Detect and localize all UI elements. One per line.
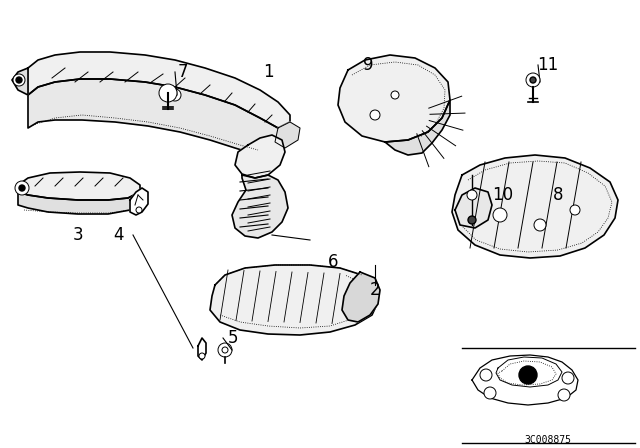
- Circle shape: [218, 343, 232, 357]
- Text: 4: 4: [113, 226, 124, 244]
- Text: 10: 10: [492, 186, 513, 204]
- Polygon shape: [235, 135, 285, 178]
- Circle shape: [493, 208, 507, 222]
- Text: 3: 3: [73, 226, 83, 244]
- Polygon shape: [18, 172, 140, 200]
- Polygon shape: [342, 272, 380, 322]
- Polygon shape: [472, 355, 578, 405]
- Polygon shape: [210, 265, 378, 335]
- Polygon shape: [385, 100, 450, 155]
- Circle shape: [468, 216, 476, 224]
- Circle shape: [391, 91, 399, 99]
- Circle shape: [480, 369, 492, 381]
- Circle shape: [13, 74, 25, 86]
- Polygon shape: [232, 175, 288, 238]
- Polygon shape: [275, 122, 300, 148]
- Circle shape: [15, 181, 29, 195]
- Polygon shape: [496, 357, 562, 387]
- Circle shape: [570, 205, 580, 215]
- Circle shape: [199, 353, 205, 359]
- Text: 2: 2: [370, 281, 380, 299]
- Polygon shape: [130, 188, 148, 215]
- Text: 1: 1: [262, 63, 273, 81]
- Text: 7: 7: [178, 63, 188, 81]
- Text: 11: 11: [538, 56, 559, 74]
- Circle shape: [159, 84, 177, 102]
- Polygon shape: [28, 79, 285, 153]
- Polygon shape: [452, 155, 618, 258]
- Text: 9: 9: [363, 56, 373, 74]
- Circle shape: [136, 207, 142, 213]
- Circle shape: [534, 219, 546, 231]
- Circle shape: [558, 389, 570, 401]
- Circle shape: [484, 387, 496, 399]
- Text: 8: 8: [553, 186, 563, 204]
- Text: 6: 6: [328, 253, 339, 271]
- Polygon shape: [198, 338, 206, 360]
- Circle shape: [370, 110, 380, 120]
- Circle shape: [530, 77, 536, 83]
- Circle shape: [16, 77, 22, 83]
- Circle shape: [169, 89, 181, 101]
- Circle shape: [562, 372, 574, 384]
- Polygon shape: [338, 55, 450, 142]
- Text: 5: 5: [228, 329, 238, 347]
- Polygon shape: [455, 188, 492, 228]
- Circle shape: [519, 366, 537, 384]
- Circle shape: [467, 190, 477, 200]
- Circle shape: [526, 73, 540, 87]
- Text: 3C008875: 3C008875: [525, 435, 572, 445]
- Circle shape: [19, 185, 25, 191]
- Circle shape: [222, 347, 228, 353]
- Polygon shape: [12, 68, 28, 95]
- Polygon shape: [18, 192, 142, 214]
- Polygon shape: [28, 52, 290, 128]
